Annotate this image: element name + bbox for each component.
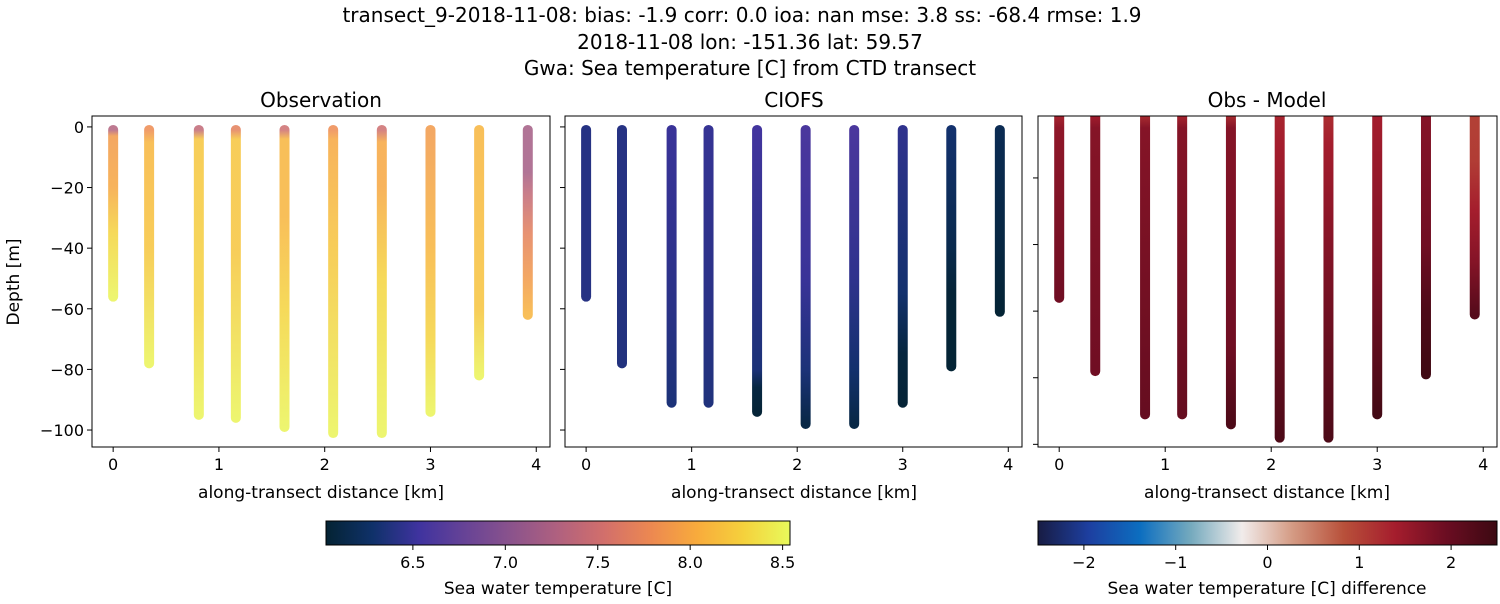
x-tick-label: 1 — [687, 455, 697, 474]
x-axis-label-observation: along-transect distance [km] — [198, 483, 444, 503]
x-axis-label-ciofs: along-transect distance [km] — [671, 483, 917, 503]
axes-frame — [91, 115, 551, 448]
x-tick-label: 1 — [214, 455, 224, 474]
y-tick-label: 0 — [74, 118, 84, 137]
colorbar-tick-label: −2 — [1072, 553, 1096, 572]
station-profiles — [581, 124, 1005, 429]
colorbar-balance — [1037, 520, 1498, 546]
y-tick-label: −80 — [50, 360, 84, 379]
panel-ciofs: CIOFS 0 1 2 3 4 along-transect distance [km] — [560, 88, 1023, 503]
x-tick-label: 4 — [1003, 455, 1013, 474]
y-axis-label: Depth [m] — [4, 238, 24, 325]
x-tick-label: 3 — [1372, 455, 1382, 474]
x-tick-label: 4 — [1478, 455, 1488, 474]
panel-obs-minus-model: Obs - Model 0 1 2 3 4 along-transect distanc… — [1033, 88, 1498, 503]
plot-area-obs-minus-model: 0 1 2 3 4 — [1033, 115, 1498, 474]
station-profiles — [108, 124, 533, 439]
plot-area-observation: 0 1 2 3 4 0 −20 −40 −60 −80 −100 — [40, 115, 551, 474]
colorbar-tick-label: 7.0 — [493, 553, 518, 572]
axes-frame — [1037, 115, 1498, 448]
colorbar-tick-label: 7.5 — [585, 553, 610, 572]
axes-frame — [564, 115, 1023, 448]
x-axis-label-obs-minus-model: along-transect distance [km] — [1144, 483, 1390, 503]
panel-observation: Observation 0 1 2 3 4 0 −20 −40 −60 −80 −100 along… — [4, 88, 551, 503]
x-tick-label: 3 — [425, 455, 435, 474]
colorbar-tick-label: 8.5 — [770, 553, 795, 572]
colorbar-tick-label: 6.5 — [400, 553, 425, 572]
colorbar-thermal — [325, 520, 791, 546]
colorbar-label-temperature: Sea water temperature [C] — [444, 579, 672, 599]
x-tick-label: 1 — [1160, 455, 1170, 474]
colorbar-tick-label: 2 — [1446, 553, 1456, 572]
panel-title-observation: Observation — [260, 88, 382, 112]
plot-area-ciofs: 0 1 2 3 4 — [560, 115, 1023, 474]
title-line-2: 2018-11-08 lon: -151.36 lat: 59.57 — [577, 30, 923, 54]
y-tick-label: −20 — [50, 179, 84, 198]
x-tick-label: 2 — [792, 455, 802, 474]
colorbar-label-difference: Sea water temperature [C] difference — [1107, 579, 1426, 599]
y-tick-label: −60 — [50, 300, 84, 319]
y-tick-label: −40 — [50, 239, 84, 258]
x-tick-label: 2 — [1266, 455, 1276, 474]
x-tick-label: 0 — [581, 455, 591, 474]
colorbar-difference: −2 −1 0 1 2 Sea water temperature [C] differ… — [1037, 520, 1498, 599]
colorbar-tick-label: 0 — [1262, 553, 1272, 572]
station-profiles — [1054, 116, 1480, 443]
x-tick-label: 2 — [320, 455, 330, 474]
x-tick-label: 4 — [531, 455, 541, 474]
x-tick-label: 0 — [1054, 455, 1064, 474]
colorbar-tick-label: 8.0 — [677, 553, 702, 572]
x-tick-label: 0 — [108, 455, 118, 474]
y-tick-label: −100 — [40, 421, 84, 440]
title-line-1: transect_9-2018-11-08: bias: -1.9 corr: … — [342, 3, 1141, 27]
colorbar-tick-label: 1 — [1354, 553, 1364, 572]
colorbar-temperature: 6.5 7.0 7.5 8.0 8.5 Sea water temperature [C… — [325, 520, 795, 599]
title-line-3: Gwa: Sea temperature [C] from CTD transe… — [524, 56, 976, 80]
colorbar-tick-label: −1 — [1164, 553, 1188, 572]
x-tick-label: 3 — [898, 455, 908, 474]
panel-title-obs-minus-model: Obs - Model — [1208, 88, 1327, 112]
panel-title-ciofs: CIOFS — [764, 88, 823, 112]
